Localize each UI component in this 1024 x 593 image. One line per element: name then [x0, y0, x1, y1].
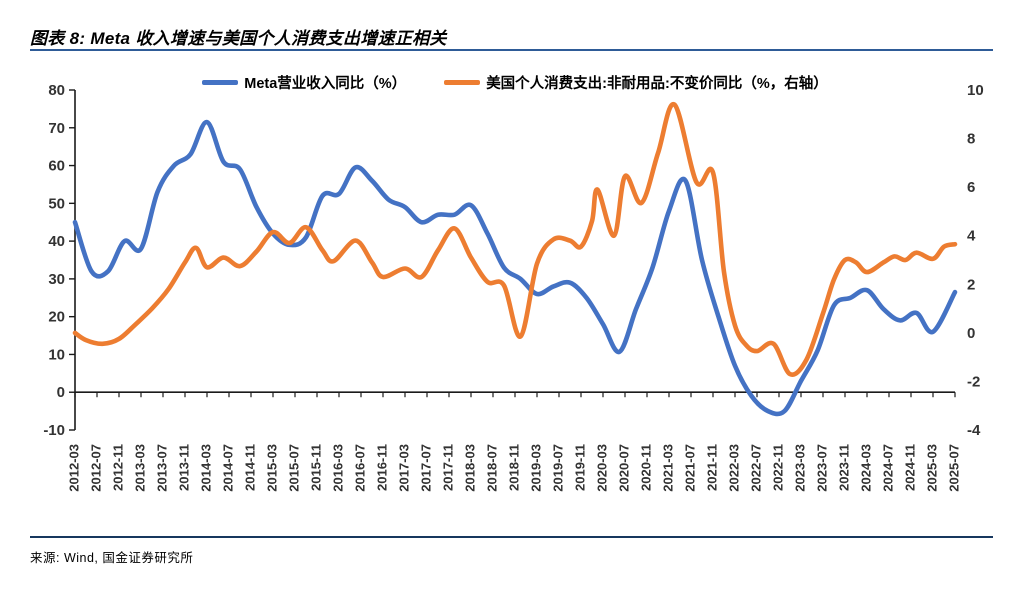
x-axis-tick-label: 2018-11	[506, 444, 521, 491]
x-axis-tick-label: 2024-07	[880, 444, 895, 492]
right-axis-tick-label: 10	[967, 82, 984, 99]
x-axis-tick-label: 2014-11	[242, 444, 257, 491]
footer-divider	[30, 536, 993, 538]
legend-item-meta-revenue: Meta营业收入同比（%）	[202, 72, 406, 93]
x-axis-tick-label: 2013-03	[132, 444, 147, 492]
x-axis-tick-label: 2017-11	[440, 444, 455, 491]
x-axis-tick-label: 2017-07	[418, 444, 433, 492]
x-axis-tick-label: 2012-11	[110, 444, 125, 491]
right-axis-tick-label: 0	[967, 325, 975, 342]
x-axis-tick-label: 2019-03	[528, 444, 543, 492]
right-axis-tick-label: 8	[967, 131, 975, 148]
x-axis-tick-label: 2017-03	[396, 444, 411, 492]
x-axis-tick-label: 2019-07	[550, 444, 565, 492]
x-axis-tick-label: 2016-03	[330, 444, 345, 492]
right-axis-tick-label: 2	[967, 276, 975, 293]
legend-label-meta-revenue: Meta营业收入同比（%）	[244, 76, 407, 92]
x-axis-tick-label: 2014-03	[198, 444, 213, 492]
title-underline	[30, 49, 993, 51]
left-axis-tick-label: 30	[48, 271, 65, 288]
x-axis-tick-label: 2012-07	[88, 444, 103, 492]
chart-legend: Meta营业收入同比（%） 美国个人消费支出:非耐用品:不变价同比（%，右轴）	[75, 72, 955, 93]
left-axis-tick-label: 50	[48, 195, 65, 212]
x-axis-tick-label: 2022-11	[770, 444, 785, 491]
x-axis-tick-label: 2016-07	[352, 444, 367, 492]
pce-line-swatch	[444, 80, 481, 85]
x-axis-tick-label: 2022-07	[748, 444, 763, 492]
meta-revenue-line	[72, 119, 958, 417]
right-axis-tick-label: 6	[967, 179, 975, 196]
chart-title: 图表 8: Meta 收入增速与美国个人消费支出增速正相关	[30, 29, 447, 48]
x-axis-tick-label: 2025-07	[946, 444, 961, 492]
x-axis-tick-label: 2015-03	[264, 444, 279, 492]
right-axis-tick-label: 4	[967, 228, 976, 245]
left-axis-tick-label: 0	[57, 384, 65, 401]
x-axis-tick-label: 2023-03	[792, 444, 807, 492]
legend-label-pce: 美国个人消费支出:非耐用品:不变价同比（%，右轴）	[486, 76, 828, 92]
meta-line-swatch	[202, 80, 239, 85]
x-axis-tick-label: 2023-11	[836, 444, 851, 491]
x-axis-tick-label: 2019-11	[572, 444, 587, 491]
left-axis-tick-label: 10	[48, 346, 65, 363]
source-note: 来源: Wind, 国金证券研究所	[30, 551, 194, 565]
x-axis-tick-label: 2015-11	[308, 444, 323, 491]
x-axis-tick-label: 2020-11	[638, 444, 653, 491]
x-axis-tick-label: 2018-03	[462, 444, 477, 492]
pce-nondurables-line	[72, 102, 958, 377]
right-axis-tick-label: -4	[967, 422, 981, 439]
x-axis-tick-label: 2022-03	[726, 444, 741, 492]
x-axis-tick-label: 2023-07	[814, 444, 829, 492]
left-axis-tick-label: 20	[48, 309, 65, 326]
x-axis-tick-label: 2021-11	[704, 444, 719, 491]
x-axis-tick-label: 2013-07	[154, 444, 169, 492]
x-axis-tick-label: 2024-03	[858, 444, 873, 492]
legend-item-pce: 美国个人消费支出:非耐用品:不变价同比（%，右轴）	[444, 72, 828, 93]
x-axis-tick-label: 2020-07	[616, 444, 631, 492]
left-axis-tick-label: 60	[48, 158, 65, 175]
x-axis-tick-label: 2021-03	[660, 444, 675, 492]
x-axis-tick-label: 2025-03	[924, 444, 939, 492]
x-axis-tick-label: 2021-07	[682, 444, 697, 492]
x-axis-tick-label: 2012-03	[66, 444, 81, 492]
x-axis-tick-label: 2020-03	[594, 444, 609, 492]
left-axis-tick-label: 70	[48, 120, 65, 137]
left-axis-tick-label: 80	[48, 82, 65, 99]
x-axis-tick-label: 2015-07	[286, 444, 301, 492]
x-axis-tick-label: 2016-11	[374, 444, 389, 491]
right-axis-tick-label: -2	[967, 373, 980, 390]
left-axis-tick-label: -10	[43, 422, 65, 439]
x-axis-tick-label: 2013-11	[176, 444, 191, 491]
x-axis-tick-label: 2014-07	[220, 444, 235, 492]
x-axis-tick-label: 2018-07	[484, 444, 499, 492]
left-axis-tick-label: 40	[48, 233, 65, 250]
x-axis-tick-label: 2024-11	[902, 444, 917, 491]
